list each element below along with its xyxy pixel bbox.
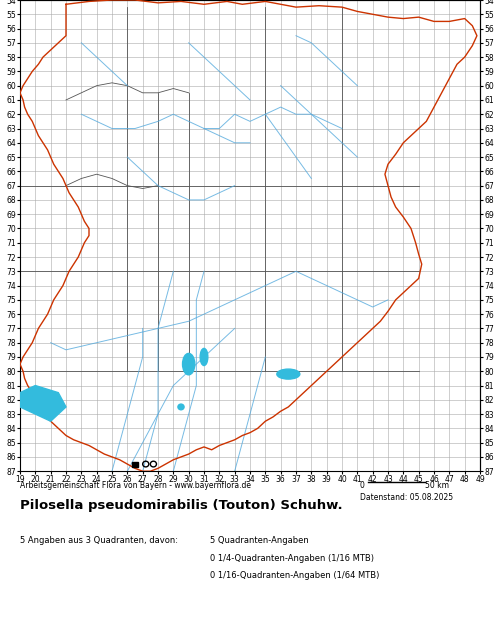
Text: 0 1/4-Quadranten-Angaben (1/16 MTB): 0 1/4-Quadranten-Angaben (1/16 MTB): [210, 554, 374, 563]
Bar: [132, 461, 138, 467]
Ellipse shape: [182, 353, 195, 375]
Ellipse shape: [200, 348, 208, 366]
Text: 5 Angaben aus 3 Quadranten, davon:: 5 Angaben aus 3 Quadranten, davon:: [20, 536, 178, 546]
Text: 50 km: 50 km: [425, 480, 449, 490]
Text: 5 Quadranten-Angaben: 5 Quadranten-Angaben: [210, 536, 309, 546]
Text: 0: 0: [360, 480, 365, 490]
Text: 0 1/16-Quadranten-Angaben (1/64 MTB): 0 1/16-Quadranten-Angaben (1/64 MTB): [210, 571, 380, 580]
Ellipse shape: [178, 404, 184, 410]
Ellipse shape: [277, 369, 300, 379]
Text: Datenstand: 05.08.2025: Datenstand: 05.08.2025: [360, 493, 453, 502]
Polygon shape: [20, 386, 66, 421]
Text: Pilosella pseudomirabilis (Touton) Schuhw.: Pilosella pseudomirabilis (Touton) Schuh…: [20, 499, 342, 512]
Text: Arbeitsgemeinschaft Flora von Bayern - www.bayernflora.de: Arbeitsgemeinschaft Flora von Bayern - w…: [20, 480, 251, 490]
